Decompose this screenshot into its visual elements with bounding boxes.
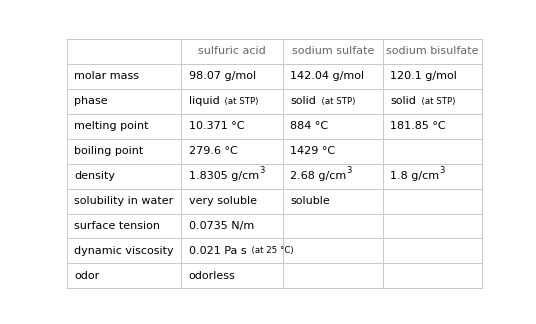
Text: (at 25 °C): (at 25 °C) <box>247 247 294 255</box>
Text: (at STP): (at STP) <box>316 97 356 106</box>
Text: melting point: melting point <box>75 121 149 131</box>
Text: 1.8305 g/cm: 1.8305 g/cm <box>189 171 259 181</box>
Text: odorless: odorless <box>189 271 235 281</box>
Text: 1429 °C: 1429 °C <box>291 146 336 156</box>
Text: (at STP): (at STP) <box>219 97 259 106</box>
Text: 181.85 °C: 181.85 °C <box>390 121 446 131</box>
Text: 884 °C: 884 °C <box>291 121 329 131</box>
Text: dynamic viscosity: dynamic viscosity <box>75 246 174 256</box>
Text: 1.8 g/cm: 1.8 g/cm <box>390 171 440 181</box>
Text: 142.04 g/mol: 142.04 g/mol <box>291 71 364 81</box>
Text: density: density <box>75 171 115 181</box>
Text: 279.6 °C: 279.6 °C <box>189 146 237 156</box>
Text: solid: solid <box>291 96 316 106</box>
Text: soluble: soluble <box>291 196 330 206</box>
Text: 3: 3 <box>347 166 352 175</box>
Text: 98.07 g/mol: 98.07 g/mol <box>189 71 256 81</box>
Text: 0.0735 N/m: 0.0735 N/m <box>189 221 254 231</box>
Text: sulfuric acid: sulfuric acid <box>198 46 266 56</box>
Text: sodium bisulfate: sodium bisulfate <box>386 46 479 56</box>
Text: phase: phase <box>75 96 108 106</box>
Text: 0.021 Pa s: 0.021 Pa s <box>189 246 247 256</box>
Text: 3: 3 <box>440 166 445 175</box>
Text: solubility in water: solubility in water <box>75 196 174 206</box>
Text: liquid: liquid <box>189 96 219 106</box>
Text: 3: 3 <box>259 166 264 175</box>
Text: 10.371 °C: 10.371 °C <box>189 121 244 131</box>
Text: molar mass: molar mass <box>75 71 139 81</box>
Text: (at STP): (at STP) <box>416 97 456 106</box>
Text: solid: solid <box>390 96 416 106</box>
Text: very soluble: very soluble <box>189 196 257 206</box>
Text: surface tension: surface tension <box>75 221 160 231</box>
Text: 2.68 g/cm: 2.68 g/cm <box>291 171 347 181</box>
Text: 120.1 g/mol: 120.1 g/mol <box>390 71 457 81</box>
Text: boiling point: boiling point <box>75 146 144 156</box>
Text: odor: odor <box>75 271 100 281</box>
Text: sodium sulfate: sodium sulfate <box>292 46 374 56</box>
